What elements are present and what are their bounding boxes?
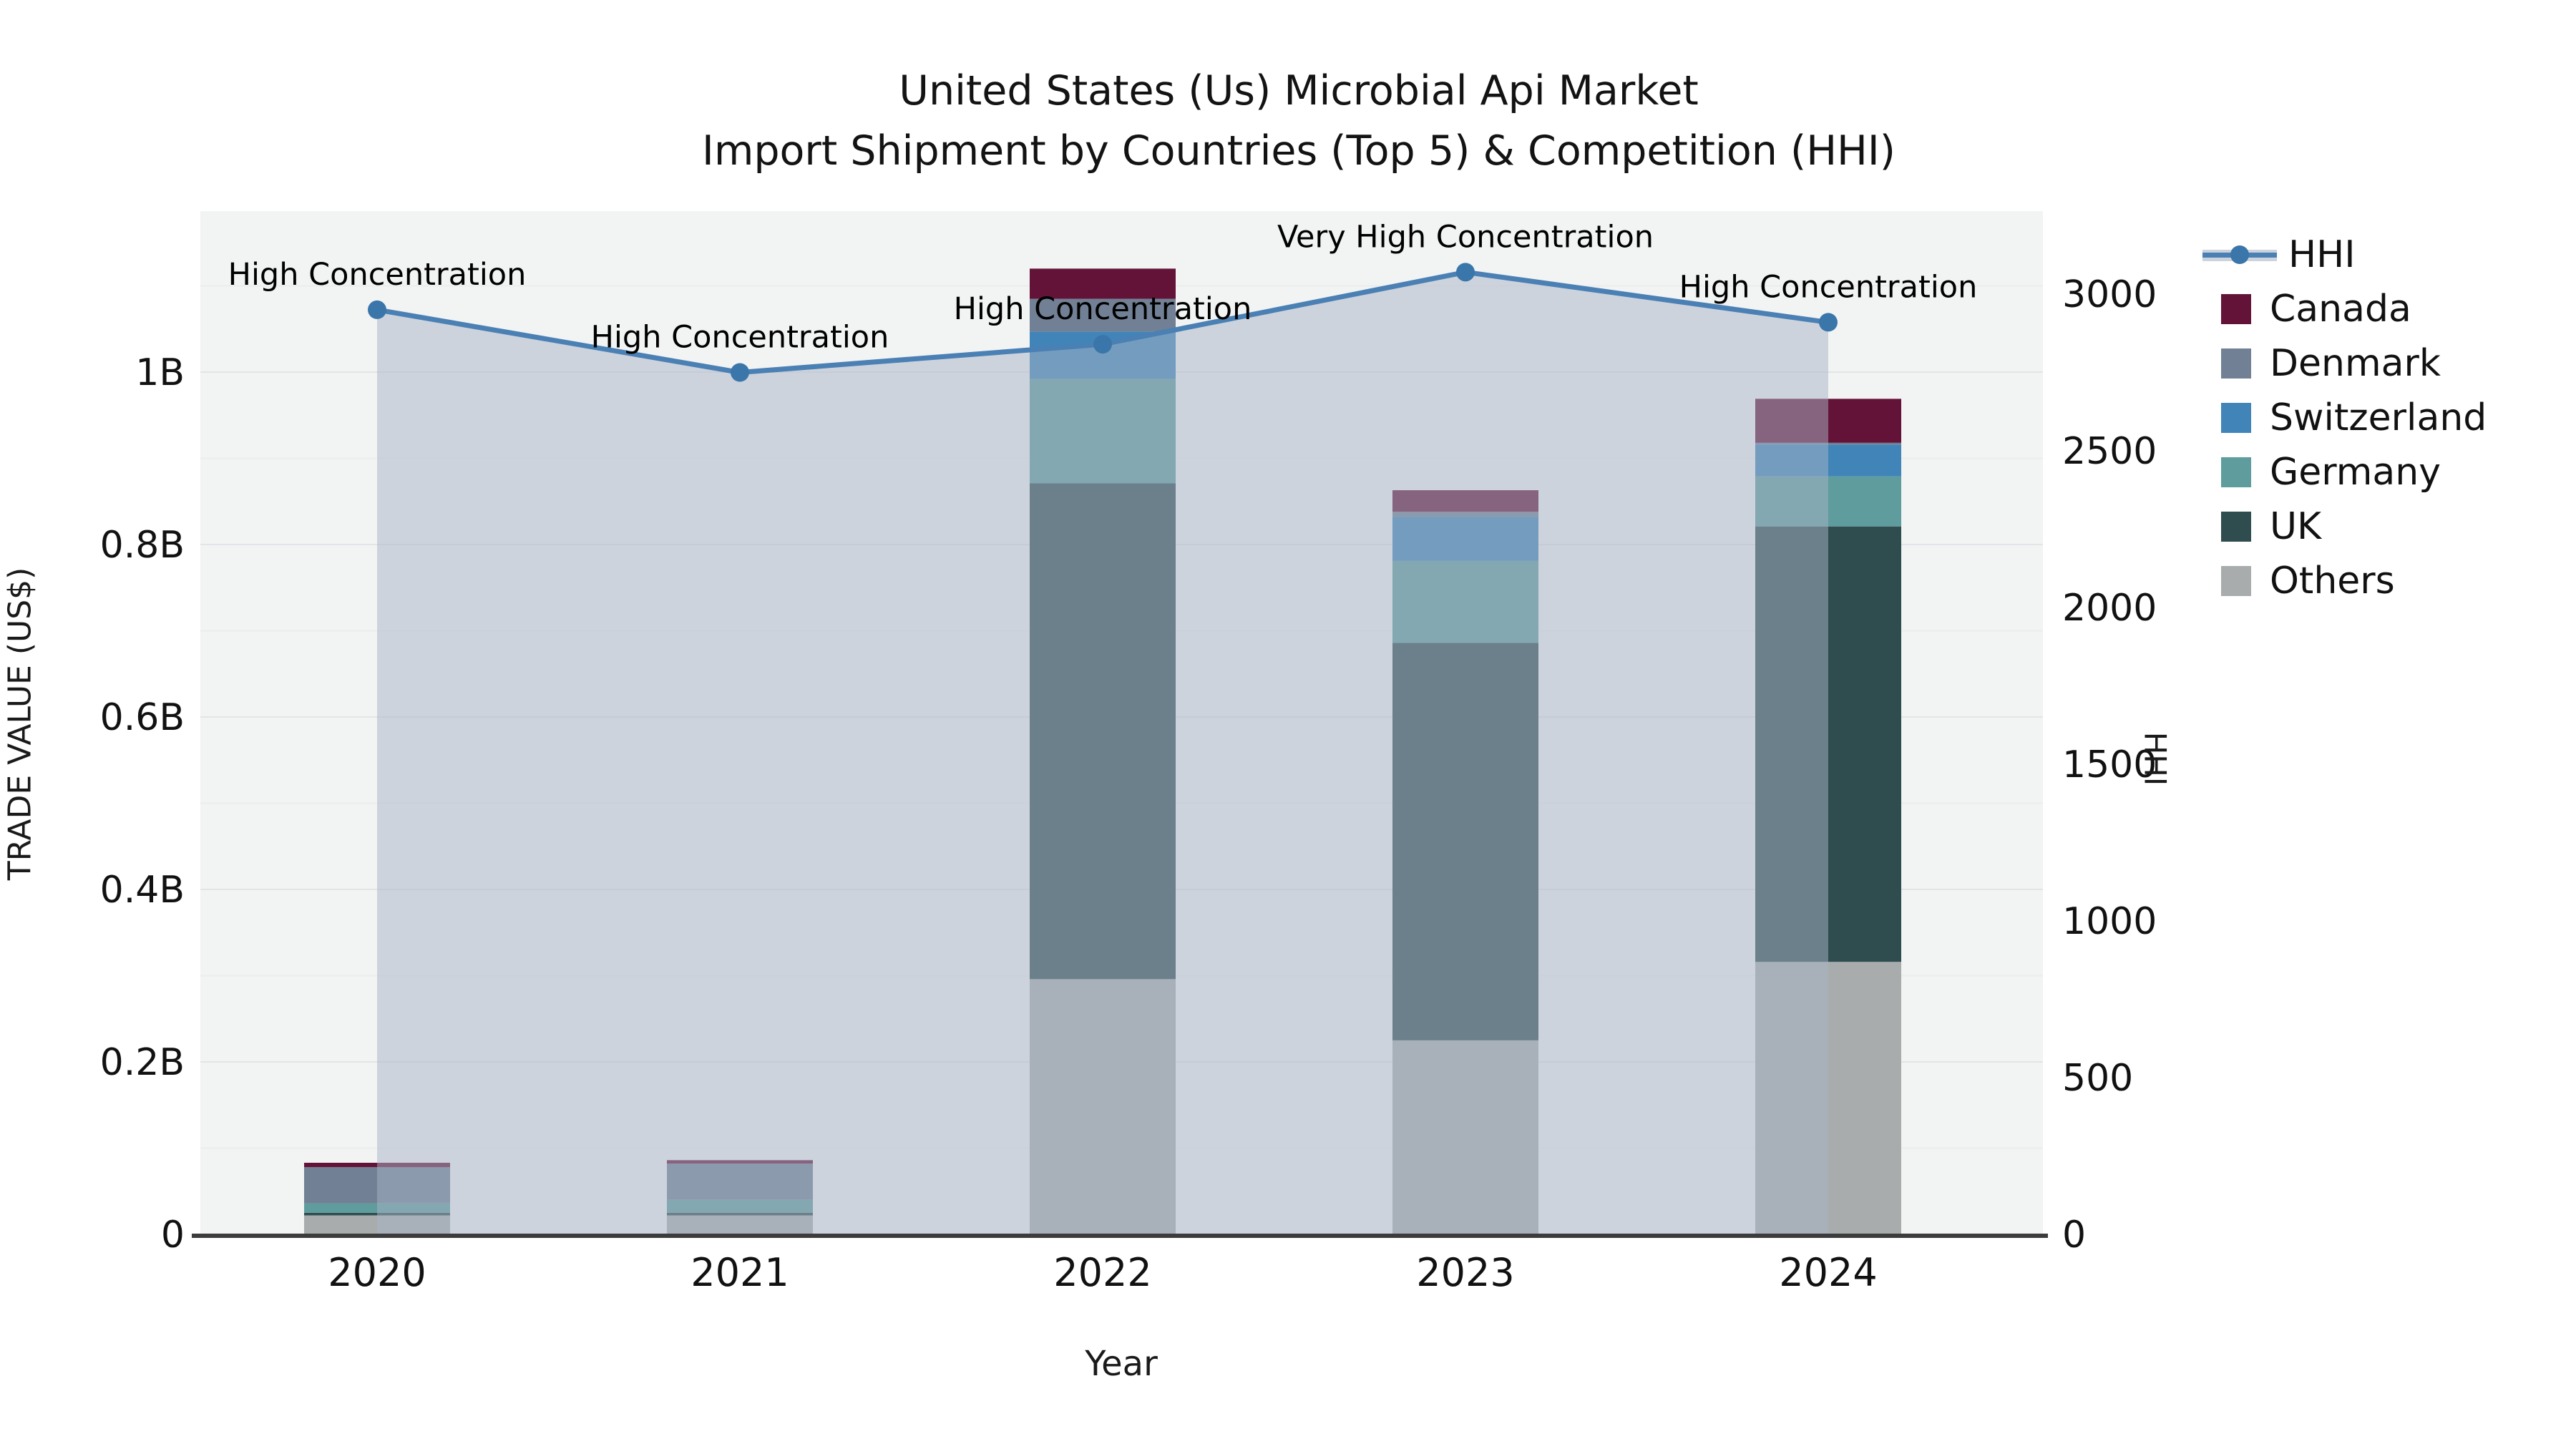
annotation-2022: High Concentration [954, 291, 1252, 327]
y-right-tick-labels: 0 500 1000 1500 2000 2500 3000 [2062, 273, 2157, 1257]
legend-label-switzerland: Switzerland [2270, 396, 2487, 439]
x-axis-title: Year [1085, 1344, 1158, 1384]
y-right-tick-2000: 2000 [2062, 587, 2157, 630]
chart-title: United States (Us) Microbial Api Market … [429, 61, 2168, 181]
legend-item-canada: Canada [2202, 282, 2487, 336]
y-left-tick-0.2B: 0.2B [100, 1041, 185, 1084]
chart-title-line1: United States (Us) Microbial Api Market [899, 67, 1699, 114]
legend-label-uk: UK [2270, 505, 2322, 548]
x-tick-2021: 2021 [691, 1250, 789, 1295]
y-left-tick-0.8B: 0.8B [100, 524, 185, 567]
annotations: High Concentration High Concentration High… [228, 219, 1978, 355]
legend-swatch-denmark [2221, 348, 2251, 379]
annotation-2024: High Concentration [1679, 269, 1978, 305]
y-left-tick-1B: 1B [135, 351, 185, 394]
hhi-marker-2023 [1456, 263, 1475, 282]
x-tick-2022: 2022 [1053, 1250, 1151, 1295]
legend-label-hhi: HHI [2288, 233, 2356, 276]
bar-segment-canada-2022 [1030, 268, 1176, 299]
hhi-marker-2022 [1093, 335, 1112, 354]
legend-item-switzerland: Switzerland [2202, 391, 2487, 445]
legend-swatch-switzerland [2221, 403, 2251, 433]
hhi-marker-2020 [368, 300, 386, 319]
hhi-marker-2024 [1819, 313, 1838, 332]
x-tick-2020: 2020 [328, 1250, 426, 1295]
y-left-tick-0.4B: 0.4B [100, 869, 185, 912]
legend-label-denmark: Denmark [2270, 342, 2441, 385]
legend-swatch-canada [2221, 294, 2251, 324]
chart-title-line2: Import Shipment by Countries (Top 5) & C… [702, 127, 1896, 175]
hhi-line [368, 263, 1838, 382]
annotation-2020: High Concentration [228, 257, 527, 293]
hhi-marker-2021 [731, 363, 749, 382]
legend: HHI Canada Denmark Switzerland Germany UK Othe… [2202, 228, 2487, 608]
hhi-line-sample-icon [2202, 240, 2277, 270]
x-tick-2024: 2024 [1779, 1250, 1877, 1295]
bar-segment-denmark-2022 [1030, 298, 1176, 332]
annotation-2021: High Concentration [591, 320, 889, 356]
y-left-tick-0.6B: 0.6B [100, 696, 185, 739]
y-left-axis-title: TRADE VALUE (US$) [1, 567, 39, 881]
legend-item-germany: Germany [2202, 445, 2487, 499]
legend-item-denmark: Denmark [2202, 336, 2487, 391]
hhi-area-fill [377, 272, 1828, 1235]
y-left-tick-labels: 0 0.2B 0.4B 0.6B 0.8B 1B [100, 351, 185, 1257]
legend-label-germany: Germany [2270, 451, 2441, 494]
hhi-area-polygon [377, 272, 1828, 1235]
legend-item-others: Others [2202, 554, 2487, 608]
legend-swatch-germany [2221, 457, 2251, 487]
y-right-tick-0: 0 [2062, 1214, 2086, 1257]
y-right-tick-3000: 3000 [2062, 273, 2157, 316]
legend-swatch-others [2221, 566, 2251, 596]
y-right-tick-2500: 2500 [2062, 430, 2157, 473]
legend-item-hhi: HHI [2202, 228, 2487, 282]
x-tick-2023: 2023 [1416, 1250, 1514, 1295]
x-tick-labels: 2020 2021 2022 2023 2024 [328, 1250, 1877, 1295]
y-right-tick-1000: 1000 [2062, 900, 2157, 943]
legend-label-canada: Canada [2270, 288, 2411, 331]
legend-label-others: Others [2270, 560, 2395, 602]
legend-item-uk: UK [2202, 499, 2487, 554]
y-left-tick-0: 0 [161, 1214, 185, 1257]
annotation-2023: Very High Concentration [1277, 219, 1654, 255]
legend-swatch-uk [2221, 512, 2251, 542]
y-right-tick-500: 500 [2062, 1057, 2133, 1100]
y-right-axis-title: HHI [2137, 731, 2173, 786]
y-right-tick-1500: 1500 [2062, 743, 2157, 786]
